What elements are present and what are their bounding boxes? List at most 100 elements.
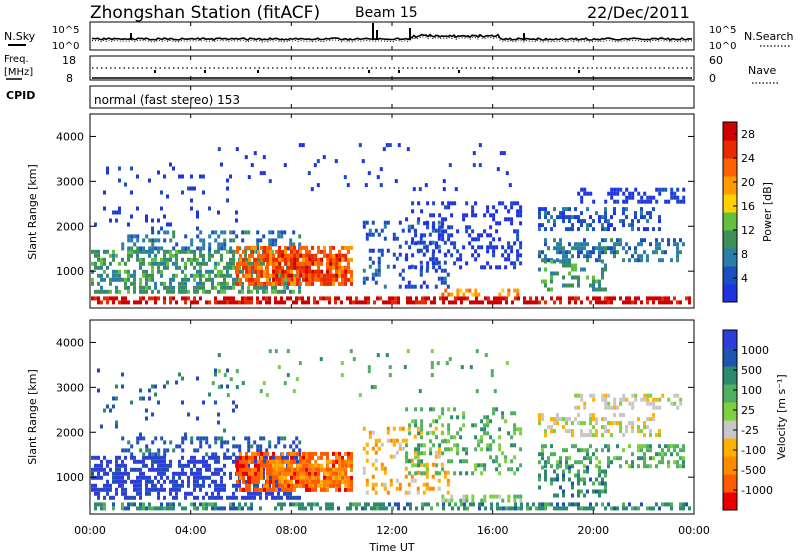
velocity-cell — [193, 502, 196, 507]
velocity-cell — [118, 463, 121, 468]
velocity-cell — [628, 401, 632, 406]
power-cell — [547, 246, 550, 251]
power-cell — [229, 246, 233, 251]
power-cell — [133, 249, 136, 254]
velocity-cell — [583, 433, 586, 438]
velocity-cell — [259, 448, 263, 453]
velocity-cell — [239, 475, 242, 480]
power-cell — [499, 151, 503, 156]
velocity-cell — [376, 506, 379, 511]
power-cell — [142, 238, 146, 243]
power-cell — [492, 249, 496, 254]
station-title: Zhongshan Station (fitACF) — [90, 3, 320, 23]
velocity-cell — [275, 463, 279, 468]
power-cell — [429, 241, 433, 246]
velocity-cell — [344, 479, 347, 484]
power-cell — [595, 300, 598, 305]
power-cell — [281, 253, 285, 258]
velocity-cell — [199, 471, 202, 476]
power-cell — [568, 283, 571, 288]
velocity-cell — [251, 459, 254, 464]
power-cell — [338, 273, 341, 278]
velocity-cell — [445, 361, 449, 366]
velocity-cell — [490, 506, 493, 511]
velocity-cell — [495, 407, 499, 412]
power-cell — [583, 187, 587, 192]
power-cell — [145, 273, 148, 278]
power-cell — [459, 253, 463, 258]
velocity-cell — [456, 443, 460, 448]
velocity-cell — [335, 483, 339, 488]
power-cell — [196, 226, 199, 231]
power-cell — [160, 273, 163, 278]
noise-spikes — [130, 23, 525, 40]
velocity-cell — [94, 475, 97, 480]
velocity-cell — [329, 475, 333, 480]
power-cell — [199, 261, 202, 266]
colorbar-frame — [722, 121, 738, 303]
velocity-cell — [580, 489, 583, 494]
velocity-cell — [377, 446, 381, 451]
velocity-cell — [278, 475, 282, 480]
velocity-heatmap — [91, 349, 691, 511]
velocity-cell — [139, 432, 142, 437]
velocity-cell — [295, 495, 298, 500]
colorbar-tick-label: 1000 — [741, 344, 769, 357]
velocity-cell — [637, 425, 640, 430]
velocity-cell — [401, 426, 405, 431]
velocity-cell — [97, 467, 100, 472]
velocity-cell — [411, 419, 415, 424]
velocity-cell — [589, 444, 592, 449]
power-cell — [226, 186, 229, 191]
power-cell — [625, 300, 628, 305]
power-cell — [519, 241, 523, 246]
velocity-cell — [314, 463, 318, 468]
power-cell — [274, 285, 277, 290]
velocity-cell — [214, 479, 217, 484]
velocity-cell — [347, 459, 350, 464]
power-cell — [326, 277, 330, 282]
power-cell — [208, 242, 212, 247]
velocity-cell — [163, 479, 166, 484]
velocity-cell — [202, 459, 205, 464]
power-cell — [553, 238, 556, 243]
power-cell — [286, 246, 290, 251]
freq-outlier — [368, 70, 370, 73]
power-cell — [498, 265, 502, 270]
power-cell — [299, 253, 303, 258]
power-cell — [332, 245, 335, 250]
velocity-cell — [91, 471, 94, 476]
power-cell — [337, 296, 340, 301]
velocity-cell — [266, 467, 269, 472]
power-cell — [151, 226, 154, 231]
velocity-cell — [329, 483, 332, 488]
power-cell — [97, 273, 100, 278]
power-cell — [571, 227, 574, 232]
power-cell — [471, 213, 475, 218]
velocity-cell — [166, 448, 170, 453]
velocity-cell — [338, 455, 341, 460]
power-cell — [103, 296, 106, 301]
velocity-cell — [444, 447, 448, 452]
velocity-cell — [586, 469, 589, 474]
velocity-cell — [501, 451, 505, 456]
velocity-cell — [451, 506, 454, 511]
power-cell — [274, 289, 277, 294]
power-cell — [574, 267, 577, 272]
velocity-cell — [489, 435, 493, 440]
velocity-cell — [308, 479, 312, 484]
velocity-cell — [679, 401, 683, 406]
power-cell — [166, 194, 169, 199]
velocity-cell — [492, 439, 496, 444]
velocity-cell — [287, 451, 290, 456]
power-cell — [244, 300, 247, 305]
power-cell — [322, 155, 326, 160]
power-cell — [154, 296, 157, 301]
power-cell — [613, 207, 616, 212]
velocity-cell — [374, 442, 378, 447]
velocity-cell — [601, 469, 604, 474]
velocity-cell — [265, 448, 269, 453]
velocity-cell — [480, 471, 484, 476]
velocity-cell — [350, 455, 353, 460]
colorbar-frame — [722, 329, 738, 511]
